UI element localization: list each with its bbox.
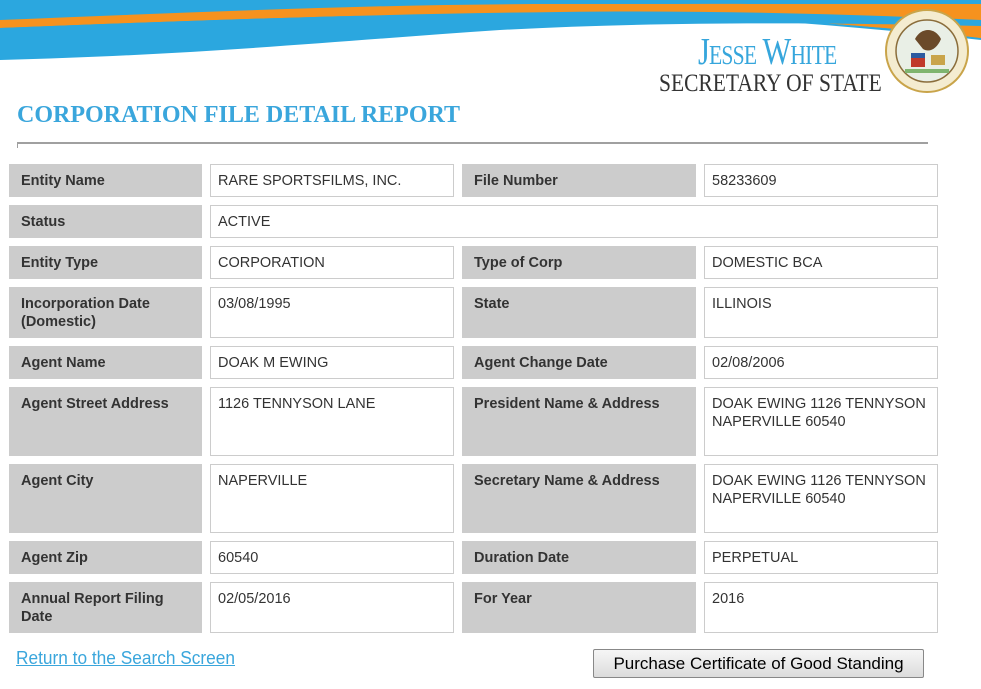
page-title: CORPORATION FILE DETAIL REPORT (17, 102, 460, 128)
label-entity-name: Entity Name (9, 164, 202, 197)
label-agent-street-address: Agent Street Address (9, 387, 202, 456)
value-state: ILLINOIS (704, 287, 938, 338)
value-agent-change-date: 02/08/2006 (704, 346, 938, 379)
label-for-year: For Year (462, 582, 696, 633)
brand-subtitle: SECRETARY OF STATE (659, 70, 882, 97)
label-duration-date: Duration Date (462, 541, 696, 574)
label-agent-name: Agent Name (9, 346, 202, 379)
label-incorporation-date-domestic: Incorporation Date (Domestic) (9, 287, 202, 338)
value-agent-city: NAPERVILLE (210, 464, 454, 533)
label-agent-zip: Agent Zip (9, 541, 202, 574)
brand-name: Jesse White (698, 31, 837, 73)
detail-table: Entity Name RARE SPORTSFILMS, INC. File Nu… (9, 164, 938, 633)
title-divider (17, 142, 928, 148)
label-president-name-address: President Name & Address (462, 387, 696, 456)
value-secretary-name-address: DOAK EWING 1126 TENNYSON NAPERVILLE 6054… (704, 464, 938, 533)
value-agent-street-address: 1126 TENNYSON LANE (210, 387, 454, 456)
label-state: State (462, 287, 696, 338)
label-secretary-name-address: Secretary Name & Address (462, 464, 696, 533)
value-annual-report-filing-date: 02/05/2016 (210, 582, 454, 633)
value-entity-name: RARE SPORTSFILMS, INC. (210, 164, 454, 197)
value-president-name-address: DOAK EWING 1126 TENNYSON NAPERVILLE 6054… (704, 387, 938, 456)
value-agent-name: DOAK M EWING (210, 346, 454, 379)
label-entity-type: Entity Type (9, 246, 202, 279)
label-agent-city: Agent City (9, 464, 202, 533)
label-file-number: File Number (462, 164, 696, 197)
value-type-of-corp: DOMESTIC BCA (704, 246, 938, 279)
value-incorporation-date-domestic: 03/08/1995 (210, 287, 454, 338)
purchase-certificate-button[interactable]: Purchase Certificate of Good Standing (593, 649, 924, 678)
label-annual-report-filing-date: Annual Report Filing Date (9, 582, 202, 633)
value-agent-zip: 60540 (210, 541, 454, 574)
state-seal-icon (885, 9, 969, 93)
label-agent-change-date: Agent Change Date (462, 346, 696, 379)
value-for-year: 2016 (704, 582, 938, 633)
value-duration-date: PERPETUAL (704, 541, 938, 574)
header-banner (0, 0, 981, 61)
return-to-search-link[interactable]: Return to the Search Screen (16, 648, 236, 668)
value-file-number: 58233609 (704, 164, 938, 197)
value-status: ACTIVE (210, 205, 938, 238)
value-entity-type: CORPORATION (210, 246, 454, 279)
label-status: Status (9, 205, 202, 238)
label-type-of-corp: Type of Corp (462, 246, 696, 279)
